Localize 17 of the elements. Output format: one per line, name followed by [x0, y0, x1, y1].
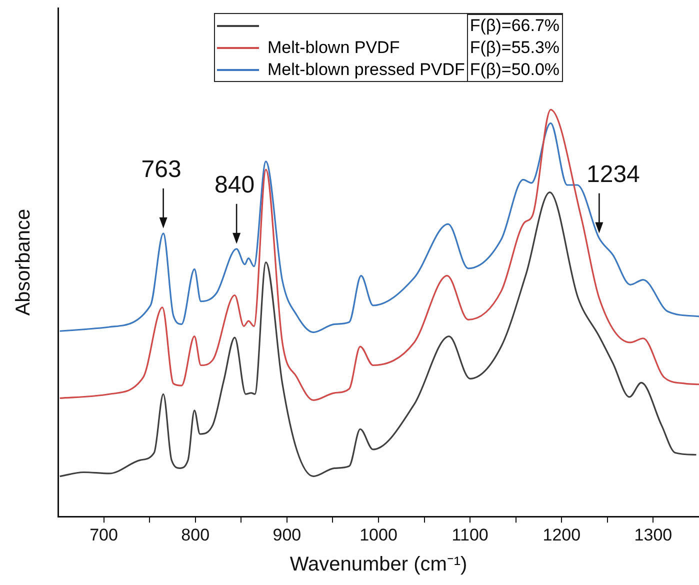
- annotation: 763: [141, 156, 182, 184]
- text: F(β)=50.0%: [466, 59, 562, 81]
- text: F(β)=55.3%: [466, 37, 562, 59]
- annotation: 1234: [586, 160, 640, 188]
- y-axis-title: Absorbance: [12, 208, 35, 316]
- legend-label: Melt-blown pressed PVDF: [267, 59, 465, 81]
- x-axis-title: Wavenumber (cm⁻¹): [290, 554, 468, 576]
- annotation: 840: [214, 172, 255, 198]
- x-tick-label: 1300: [634, 525, 672, 544]
- text: F(β)=66.7%: [466, 14, 562, 37]
- x-tick-label: 1200: [542, 525, 581, 544]
- x-tick-label: 900: [272, 525, 302, 544]
- legend-label: Melt-blown PVDF: [267, 37, 400, 59]
- x-tick-label: 1100: [452, 525, 488, 544]
- x-tick-label: 1000: [360, 525, 398, 544]
- x-tick-label: 800: [181, 525, 210, 544]
- x-tick-label: 700: [90, 525, 118, 544]
